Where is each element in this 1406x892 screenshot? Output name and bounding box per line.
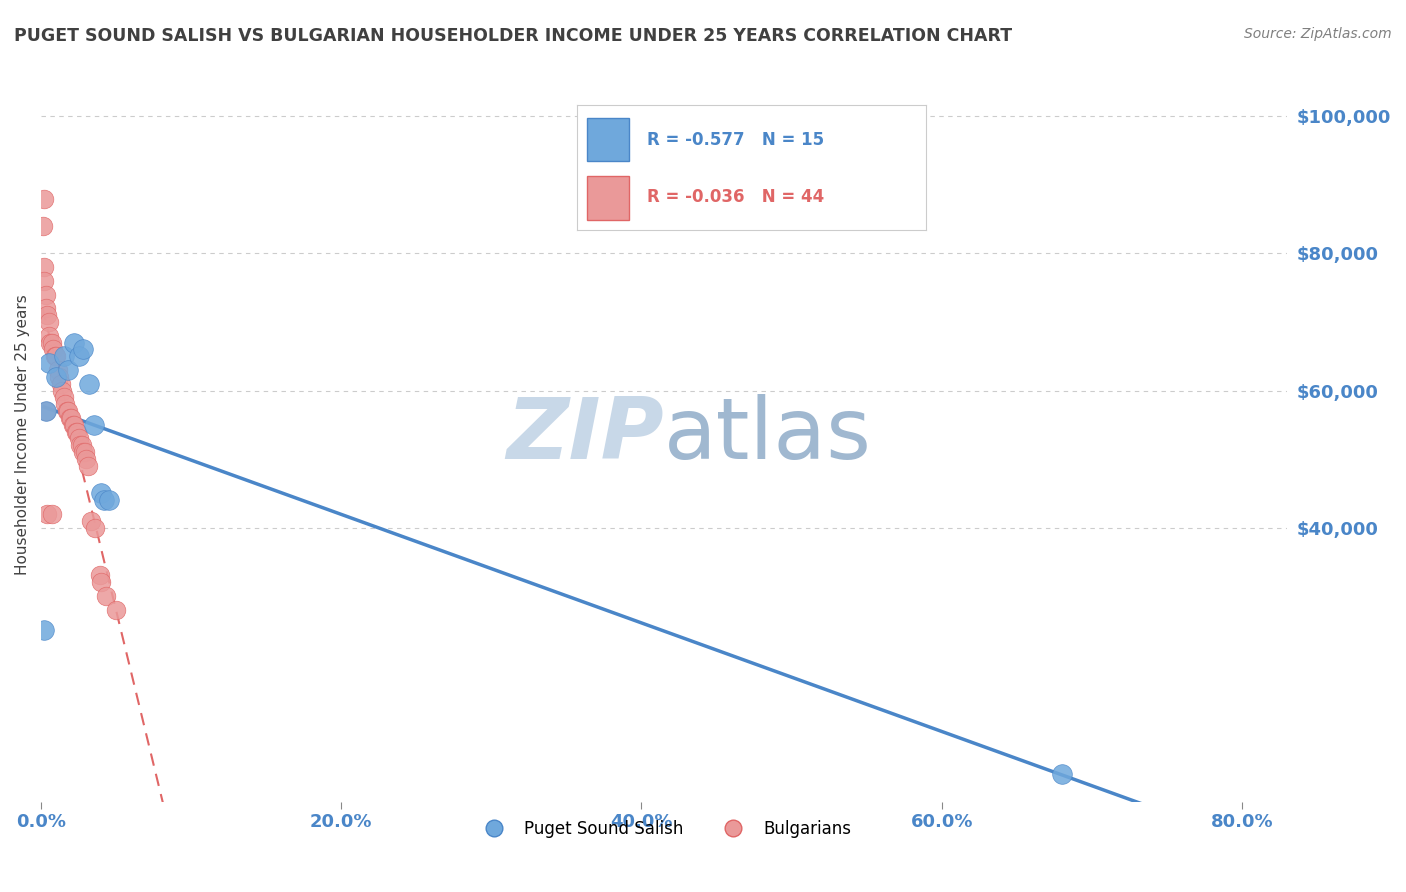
Point <box>38 328 60 343</box>
Point <box>44 349 66 363</box>
Point <box>38 315 60 329</box>
Text: atlas: atlas <box>664 393 872 476</box>
Point <box>83 417 105 432</box>
Point <box>76 458 98 473</box>
Point <box>105 603 128 617</box>
Point <box>32 274 55 288</box>
Point <box>72 343 94 357</box>
Legend: Puget Sound Salish, Bulgarians: Puget Sound Salish, Bulgarians <box>471 814 858 845</box>
Point <box>90 486 112 500</box>
Text: Source: ZipAtlas.com: Source: ZipAtlas.com <box>1244 27 1392 41</box>
Point <box>42 343 65 357</box>
Point <box>45 349 67 363</box>
Point <box>67 349 90 363</box>
Point <box>67 432 90 446</box>
Point <box>37 308 59 322</box>
Point <box>72 445 94 459</box>
Point <box>70 438 93 452</box>
Text: ZIP: ZIP <box>506 393 664 476</box>
Point <box>39 335 62 350</box>
Point <box>69 438 91 452</box>
Point <box>37 507 59 521</box>
Point <box>46 363 69 377</box>
Y-axis label: Householder Income Under 25 years: Householder Income Under 25 years <box>15 294 30 575</box>
Point <box>65 425 87 439</box>
Point <box>53 397 76 411</box>
Point <box>32 624 55 638</box>
Point <box>56 404 79 418</box>
Point <box>31 219 53 233</box>
Point <box>34 301 56 316</box>
Point <box>41 507 63 521</box>
Point <box>56 363 79 377</box>
Point <box>34 404 56 418</box>
Point <box>90 575 112 590</box>
Text: PUGET SOUND SALISH VS BULGARIAN HOUSEHOLDER INCOME UNDER 25 YEARS CORRELATION CH: PUGET SOUND SALISH VS BULGARIAN HOUSEHOL… <box>14 27 1012 45</box>
Point <box>45 369 67 384</box>
Point <box>41 335 63 350</box>
Point <box>97 493 120 508</box>
Point <box>52 390 75 404</box>
Point <box>63 335 86 350</box>
Point <box>32 192 55 206</box>
Point <box>38 356 60 370</box>
Point <box>84 520 107 534</box>
Point <box>75 452 97 467</box>
Point <box>66 425 89 439</box>
Point <box>48 369 70 384</box>
Point <box>93 493 115 508</box>
Point <box>89 568 111 582</box>
Point <box>59 411 82 425</box>
Point <box>77 376 100 391</box>
Point <box>62 417 84 432</box>
Point <box>32 260 55 275</box>
Point <box>63 417 86 432</box>
Point <box>49 376 72 391</box>
Point <box>52 349 75 363</box>
Point <box>60 411 83 425</box>
Point <box>1050 767 1073 781</box>
Point <box>55 404 77 418</box>
Point <box>51 384 73 398</box>
Point <box>34 404 56 418</box>
Point <box>79 514 101 528</box>
Point <box>73 445 96 459</box>
Point <box>34 287 56 301</box>
Point <box>94 589 117 603</box>
